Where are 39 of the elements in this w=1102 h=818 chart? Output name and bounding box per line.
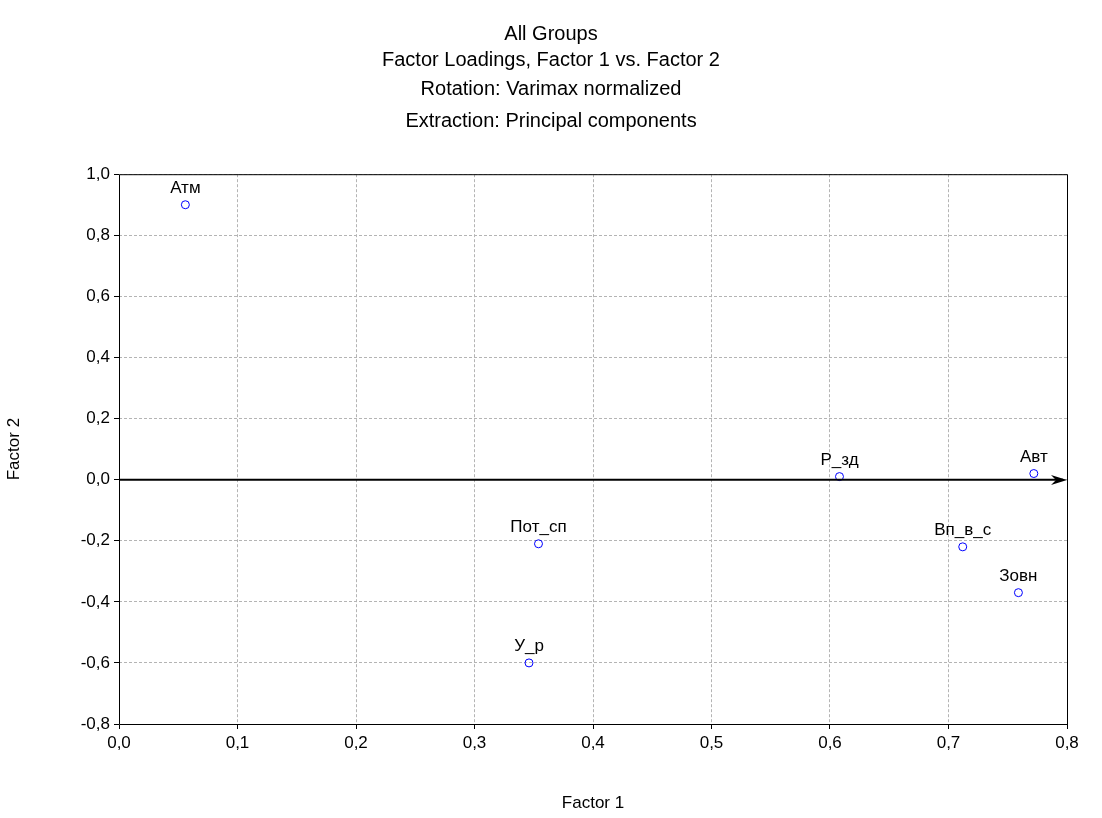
y-tick-label: 0,2	[86, 408, 110, 428]
annotation: У_р	[514, 636, 544, 656]
point	[1029, 469, 1039, 479]
x-tick-label: 0,5	[699, 732, 724, 752]
x-tick-label: 0,1	[225, 732, 250, 752]
point	[533, 539, 543, 549]
chart-title: All Groups	[503, 21, 599, 46]
annotation: Авт	[1019, 446, 1048, 466]
y-tick-label: 0,6	[86, 286, 110, 306]
y-tick-label: -0,6	[80, 652, 110, 672]
x-tick-label: 0,6	[818, 732, 842, 752]
y-tick-label: 0,4	[86, 347, 110, 367]
annotation: Р_зд	[820, 449, 859, 469]
annotation: Зовн	[999, 565, 1038, 585]
y-tick-label: -0,8	[80, 713, 110, 733]
point	[958, 542, 968, 552]
text: Rotation: Varimax normalized	[419, 76, 683, 101]
y-tick-label: -0,4	[80, 591, 110, 611]
text: Extraction: Principal components	[404, 108, 698, 133]
chart-subtitle: Factor Loadings, Factor 1 vs. Factor 2	[381, 47, 721, 72]
x-tick-label: 0,0	[107, 732, 131, 752]
x-tick-label: 0,4	[581, 732, 605, 752]
point	[180, 200, 190, 210]
x-axis-title: Factor 1	[561, 793, 625, 813]
annotation: Вп_в_с	[934, 520, 992, 540]
x-tick-label: 0,8	[1055, 732, 1079, 752]
x-tick-label: 0,2	[344, 732, 368, 752]
point	[1013, 588, 1023, 598]
annotation: Атм	[170, 177, 201, 197]
point	[834, 472, 844, 482]
y-tick-label: 1,0	[86, 163, 110, 183]
y-tick-label: 0,8	[86, 224, 110, 244]
x-tick-label: 0,3	[462, 732, 487, 752]
x-tick-label: 0,7	[936, 732, 961, 752]
y-tick-label: -0,2	[80, 530, 110, 550]
point	[524, 658, 534, 668]
y-tick-label: 0,0	[86, 469, 110, 489]
y-axis-title: Factor 2	[3, 417, 23, 481]
annotation: Пот_сп	[510, 516, 567, 536]
